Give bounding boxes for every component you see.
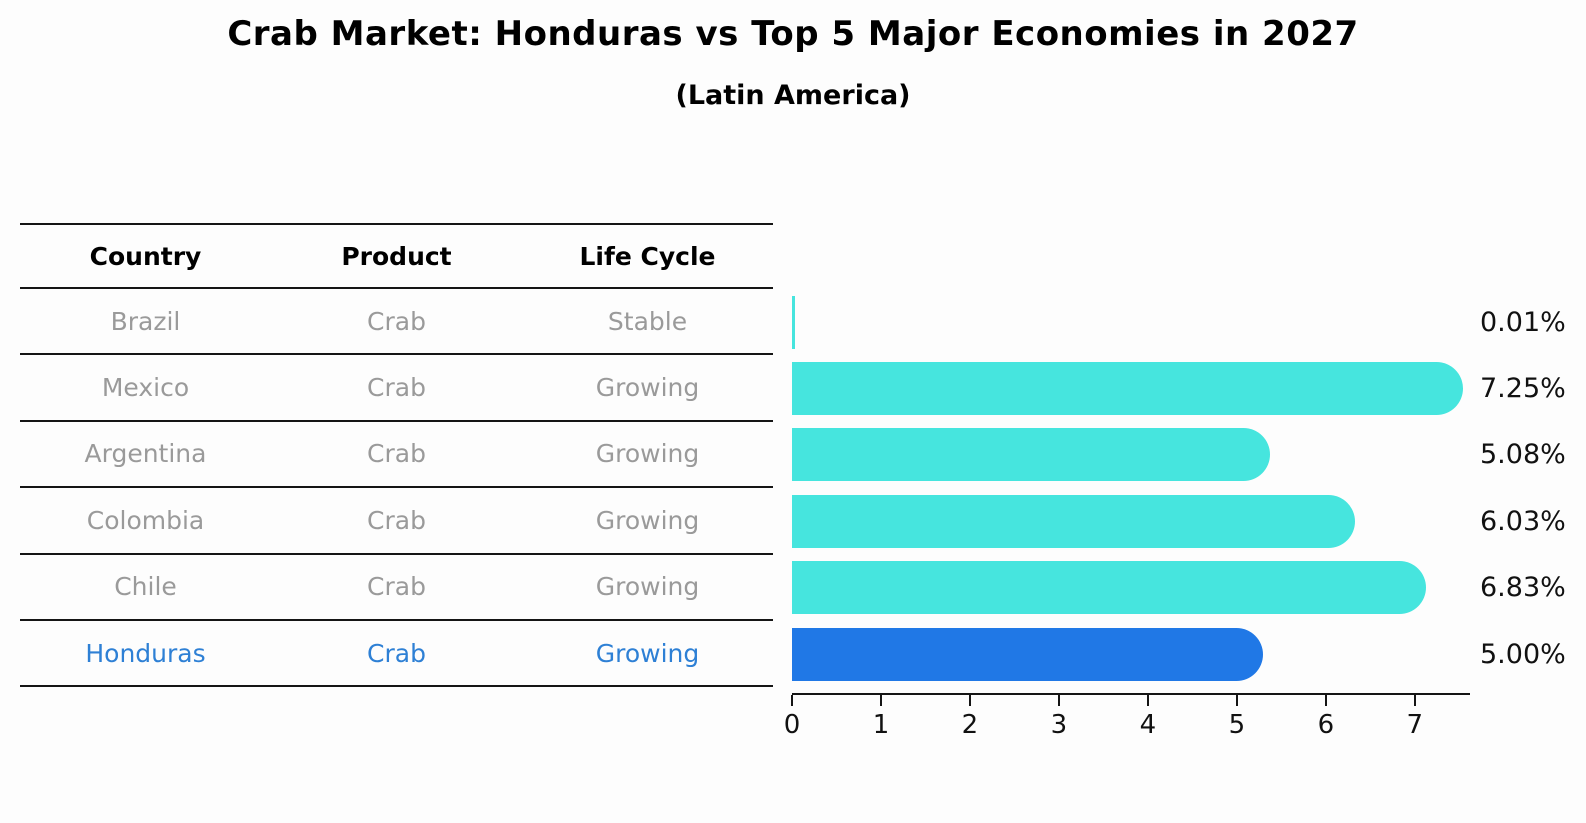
cell-product: Crab (367, 439, 426, 469)
x-tick (1413, 695, 1417, 706)
bar-brazil (792, 295, 795, 349)
cell-life-cycle: Growing (595, 439, 700, 469)
x-tick-label: 7 (1406, 710, 1424, 740)
x-tick-label: 5 (1228, 710, 1246, 740)
cell-product: Crab (367, 572, 426, 602)
value-label-chile: 6.83% (1480, 572, 1566, 604)
bar-argentina (792, 428, 1270, 482)
country-table: Country Product Life Cycle Brazil Crab S… (20, 223, 773, 688)
x-tick (879, 695, 883, 706)
x-tick-label: 1 (872, 710, 890, 740)
value-label-honduras: 5.00% (1480, 638, 1566, 670)
x-tick-label: 0 (783, 710, 801, 740)
cell-product: Crab (367, 638, 426, 668)
x-tick (1057, 695, 1061, 706)
table-header-row: Country Product Life Cycle (20, 223, 773, 289)
x-axis: 0 1 2 3 4 5 6 7 (784, 693, 1470, 743)
bar-chart (792, 289, 1492, 687)
table-row-mexico: Mexico Crab Growing (20, 355, 773, 422)
chart-subtitle: (Latin America) (675, 80, 911, 111)
cell-product: Crab (367, 306, 426, 336)
cell-country: Mexico (101, 373, 190, 403)
x-tick-label: 6 (1317, 710, 1335, 740)
value-label-argentina: 5.08% (1480, 439, 1566, 471)
x-tick (1324, 695, 1328, 706)
bar-honduras (792, 627, 1263, 681)
value-label-colombia: 6.03% (1480, 505, 1566, 537)
col-header-life-cycle: Life Cycle (579, 241, 716, 271)
table-row-chile: Chile Crab Growing (20, 555, 773, 621)
cell-country: Colombia (86, 505, 205, 535)
cell-life-cycle: Growing (595, 373, 700, 403)
col-header-product: Product (341, 241, 452, 271)
cell-product: Crab (367, 373, 426, 403)
value-label-brazil: 0.01% (1480, 306, 1566, 338)
bar-colombia (792, 494, 1355, 548)
x-tick-label: 2 (961, 710, 979, 740)
value-labels: 0.01% 7.25% 5.08% 6.03% 6.83% 5.00% (1480, 289, 1580, 687)
bar-chile (792, 561, 1426, 615)
bar-mexico (792, 362, 1464, 416)
x-tick (790, 695, 794, 706)
table-row-argentina: Argentina Crab Growing (20, 422, 773, 489)
x-tick (1146, 695, 1150, 706)
cell-life-cycle: Growing (595, 638, 700, 668)
x-tick-label: 4 (1139, 710, 1157, 740)
table-row-colombia: Colombia Crab Growing (20, 488, 773, 555)
cell-life-cycle: Stable (607, 306, 688, 336)
cell-life-cycle: Growing (595, 505, 700, 535)
chart-title: Crab Market: Honduras vs Top 5 Major Eco… (227, 14, 1359, 54)
cell-life-cycle: Growing (595, 572, 700, 602)
cell-country: Argentina (84, 439, 207, 469)
col-header-country: Country (89, 241, 202, 271)
value-label-mexico: 7.25% (1480, 373, 1566, 405)
cell-country: Brazil (110, 306, 181, 336)
table-row-honduras: Honduras Crab Growing (20, 621, 773, 688)
x-tick (1235, 695, 1239, 706)
x-tick-label: 3 (1050, 710, 1068, 740)
table-row-brazil: Brazil Crab Stable (20, 289, 773, 356)
cell-country: Honduras (85, 638, 206, 668)
cell-country: Chile (114, 572, 177, 602)
cell-product: Crab (367, 505, 426, 535)
x-tick (968, 695, 972, 706)
